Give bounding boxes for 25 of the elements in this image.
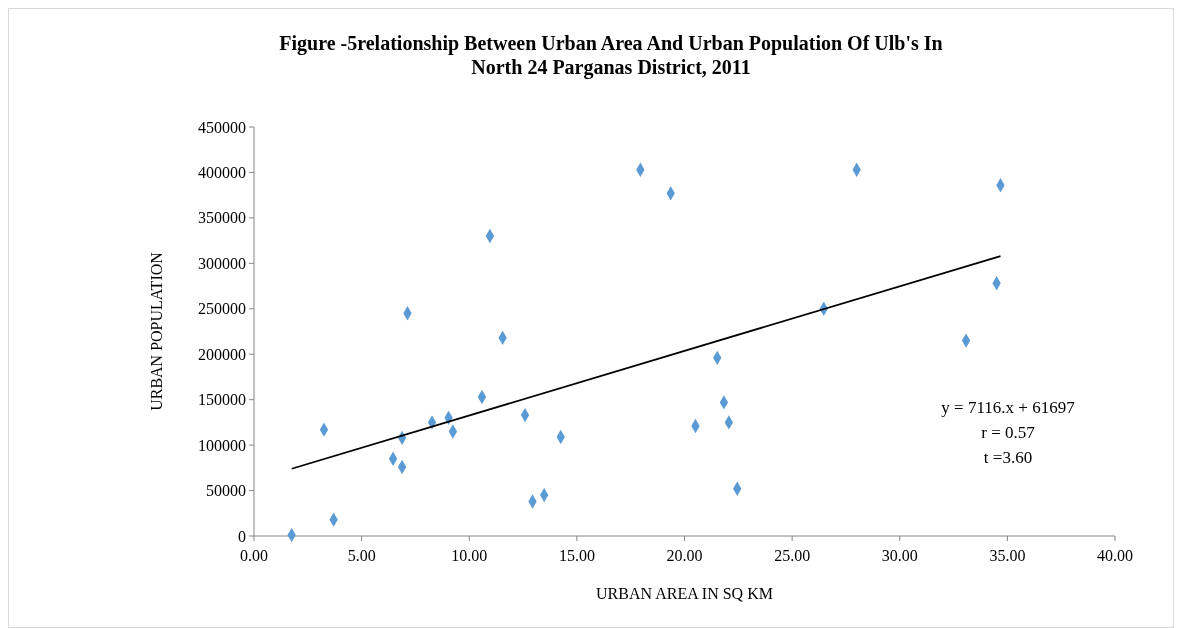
annotation: r = 0.57 (981, 423, 1036, 442)
y-tick-label: 400000 (198, 164, 246, 182)
x-tick-label: 25.00 (774, 547, 811, 564)
annotation: y = 7116.x + 61697 (941, 398, 1076, 417)
x-tick-label: 30.00 (881, 547, 918, 564)
y-tick-label: 150000 (198, 391, 246, 409)
y-tick-label: 50000 (206, 482, 246, 500)
y-tick-label: 250000 (198, 300, 246, 318)
x-axis-title: URBAN AREA IN SQ KM (596, 585, 773, 602)
y-tick-label: 300000 (198, 254, 246, 272)
annotation: t =3.60 (983, 448, 1033, 467)
x-tick-label: 0.00 (240, 547, 268, 564)
chart-title: Figure -5relationship Between Urban Area And Urban Population Of Ulb's In North 24 Parganas District, 2011 (279, 32, 943, 79)
x-tick-label: 40.00 (1097, 547, 1133, 564)
y-tick-label: 350000 (198, 209, 246, 227)
x-tick-label: 10.00 (451, 547, 488, 564)
y-tick-label: 0 (238, 527, 246, 545)
x-tick-label: 5.00 (347, 547, 376, 564)
x-tick-label: 15.00 (558, 547, 595, 564)
x-tick-label: 20.00 (666, 547, 703, 564)
x-tick-label: 35.00 (989, 547, 1026, 564)
y-tick-label: 100000 (198, 436, 246, 454)
y-tick-label: 450000 (198, 118, 246, 136)
y-axis-title: URBAN POPULATION (148, 251, 165, 411)
y-tick-label: 200000 (198, 345, 246, 363)
